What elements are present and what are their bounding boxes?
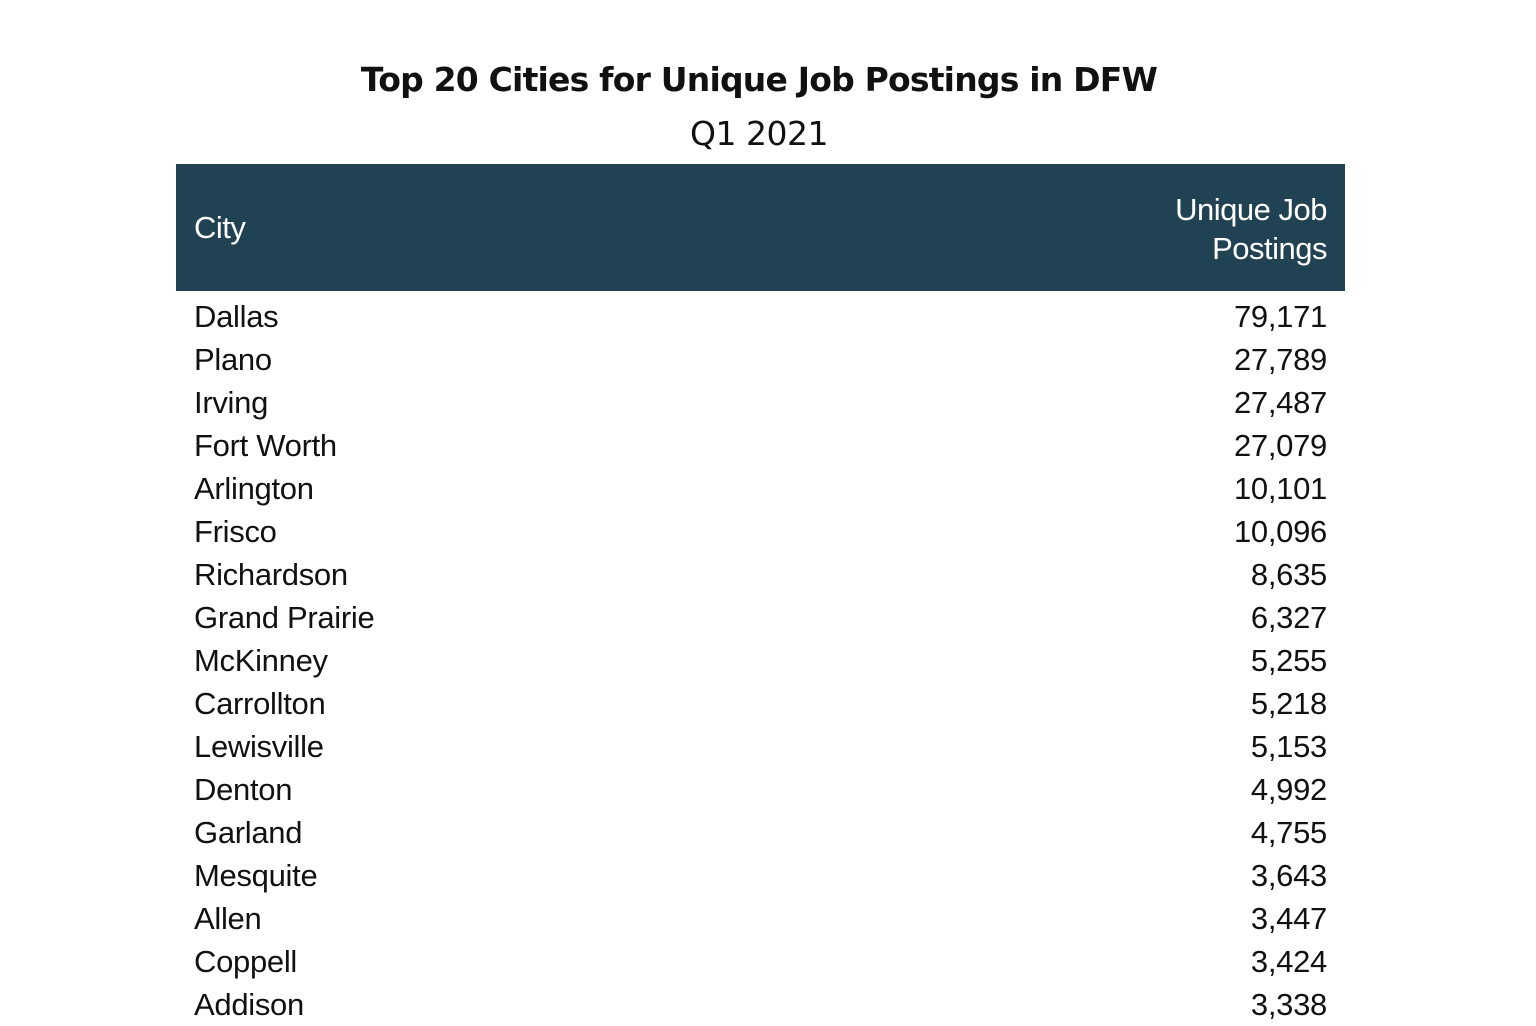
table-row: Carrollton 5,218: [176, 682, 1345, 725]
postings-cell: 3,447: [1250, 901, 1327, 936]
table-row: Irving 27,487: [176, 381, 1345, 424]
table-row: Grand Prairie 6,327: [176, 596, 1345, 639]
city-cell: Lewisville: [194, 729, 324, 764]
table-row: Frisco 10,096: [176, 510, 1345, 553]
table-row: Richardson 8,635: [176, 553, 1345, 596]
city-cell: Coppell: [194, 944, 298, 979]
column-header-postings: Unique Job Postings: [1175, 192, 1327, 266]
table-row: Denton 4,992: [176, 768, 1345, 811]
city-cell: Arlington: [194, 471, 314, 506]
city-cell: Irving: [194, 385, 269, 420]
table-row: Fort Worth 27,079: [176, 424, 1345, 467]
postings-cell: 5,255: [1250, 643, 1327, 678]
table-row: Addison 3,338: [176, 983, 1345, 1026]
postings-cell: 8,635: [1250, 557, 1327, 592]
job-postings-table: City Unique Job Postings Dallas 79,171 Plan…: [176, 164, 1345, 1026]
table-row: Plano 27,789: [176, 338, 1345, 381]
table-row: Lewisville 5,153: [176, 725, 1345, 768]
postings-cell: 5,153: [1250, 729, 1327, 764]
postings-cell: 6,327: [1250, 600, 1327, 635]
city-cell: Dallas: [194, 299, 279, 334]
city-cell: Frisco: [194, 514, 277, 549]
city-cell: Garland: [194, 815, 303, 850]
city-cell: Grand Prairie: [194, 600, 375, 635]
postings-cell: 79,171: [1233, 299, 1327, 334]
table-row: McKinney 5,255: [176, 639, 1345, 682]
table-row: Coppell 3,424: [176, 940, 1345, 983]
postings-cell: 4,992: [1250, 772, 1327, 807]
table-row: Allen 3,447: [176, 897, 1345, 940]
city-cell: McKinney: [194, 643, 328, 678]
city-cell: Fort Worth: [194, 428, 337, 463]
city-cell: Plano: [194, 342, 272, 377]
postings-cell: 27,079: [1233, 428, 1327, 463]
postings-cell: 3,424: [1250, 944, 1327, 979]
postings-cell: 4,755: [1250, 815, 1327, 850]
city-cell: Richardson: [194, 557, 348, 592]
city-cell: Denton: [194, 772, 293, 807]
postings-cell: 10,096: [1233, 514, 1327, 549]
table-row: Dallas 79,171: [176, 295, 1345, 338]
postings-cell: 27,487: [1233, 385, 1327, 420]
column-header-city: City: [194, 210, 246, 245]
postings-cell: 10,101: [1233, 471, 1327, 506]
city-cell: Mesquite: [194, 858, 318, 893]
table-row: Mesquite 3,643: [176, 854, 1345, 897]
city-cell: Allen: [194, 901, 262, 936]
postings-cell: 5,218: [1250, 686, 1327, 721]
city-cell: Carrollton: [194, 686, 326, 721]
table-row: Garland 4,755: [176, 811, 1345, 854]
city-cell: Addison: [194, 987, 304, 1022]
table-row: Arlington 10,101: [176, 467, 1345, 510]
table-header: City Unique Job Postings: [176, 164, 1345, 291]
postings-cell: 3,643: [1250, 858, 1327, 893]
table-subtitle: Q1 2021: [690, 114, 828, 153]
postings-cell: 27,789: [1233, 342, 1327, 377]
table-body: Dallas 79,171 Plano 27,789 Irving 27,487 Fort …: [176, 291, 1345, 1026]
table-title: Top 20 Cities for Unique Job Postings in…: [360, 60, 1158, 99]
postings-cell: 3,338: [1250, 987, 1327, 1022]
